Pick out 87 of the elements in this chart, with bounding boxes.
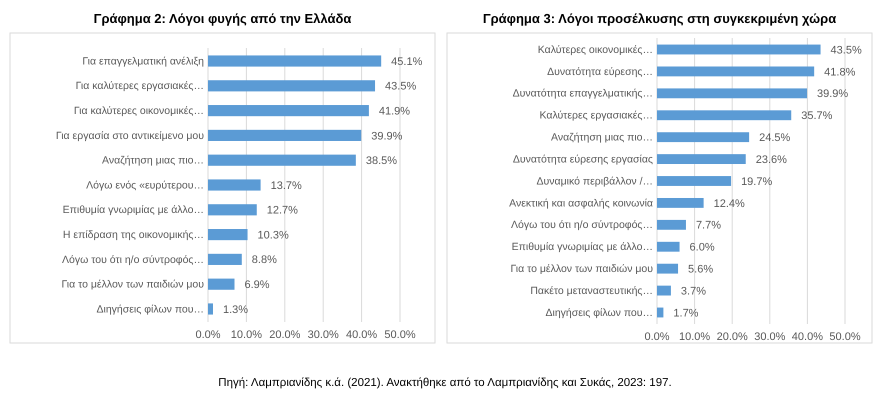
x-tick-label: 40.0% — [346, 328, 378, 341]
data-label: 43.5% — [385, 80, 416, 93]
x-tick-label: 50.0% — [829, 330, 861, 343]
y-tick-label: Επιθυμία γνωριμίας με άλλο… — [62, 204, 204, 216]
bar — [208, 278, 234, 290]
bar — [208, 229, 248, 240]
y-tick-label: Αναζήτηση μιας πιο… — [102, 154, 204, 167]
data-label: 1.7% — [673, 307, 699, 320]
bar — [208, 130, 362, 141]
y-tick-label: Λόγω του ότι η/ο σύντροφός… — [62, 254, 204, 266]
y-tick-label: Για επαγγελματική ανέλιξη — [82, 55, 204, 68]
y-tick-label: Δυνατότητα εύρεσης… — [547, 66, 653, 78]
bar — [657, 286, 671, 296]
data-label: 8.8% — [252, 254, 278, 266]
data-label: 10.3% — [258, 229, 289, 242]
y-tick-label: Διηγήσεις φίλων που… — [96, 303, 204, 316]
y-tick-label: Διηγήσεις φίλων που… — [545, 306, 653, 319]
text: Πηγή: Λαμπριανίδης κ.ά. (2021). Ανακτήθηκε από το Λαμπριανίδης και Συκάς, 2023: 197. — [218, 377, 672, 389]
bar — [657, 154, 746, 164]
y-tick-label: Πακέτο μεταναστευτικής… — [530, 284, 653, 297]
y-tick-label: Για εργασία στο αντικείμενο μου — [56, 130, 204, 142]
data-label: 41.8% — [824, 66, 856, 78]
data-label: 45.1% — [391, 56, 423, 68]
y-tick-label: Δυνατότητα επαγγελματικής… — [512, 88, 653, 100]
bar — [208, 80, 376, 92]
x-tick-label: 0.0% — [195, 328, 221, 341]
x-tick-label: 20.0% — [716, 330, 748, 343]
bar — [657, 132, 750, 142]
bar — [208, 204, 257, 216]
x-tick-label: 30.0% — [754, 330, 786, 343]
data-label: 12.4% — [714, 198, 746, 210]
chart-title: Γράφημα 2: Λόγοι φυγής από την Ελλάδα — [94, 11, 352, 26]
y-tick-label: Ανεκτική και ασφαλής κοινωνία — [509, 197, 653, 210]
data-label: 24.5% — [759, 132, 791, 144]
x-tick-label: 50.0% — [384, 328, 416, 341]
data-label: 13.7% — [270, 180, 302, 192]
bar — [208, 154, 356, 166]
bar — [657, 198, 704, 208]
data-label: 12.7% — [266, 204, 298, 217]
bar — [657, 110, 792, 120]
y-tick-label: Για καλύτερες εργασιακές… — [76, 80, 204, 92]
x-tick-label: 20.0% — [269, 328, 301, 341]
data-label: 1.3% — [222, 304, 248, 316]
x-tick-label: 10.0% — [230, 328, 262, 341]
data-label: 19.7% — [741, 176, 772, 188]
x-tick-label: 30.0% — [308, 328, 340, 341]
bar — [657, 66, 814, 76]
data-label: 41.9% — [378, 105, 410, 118]
bar — [208, 179, 261, 191]
data-label: 23.6% — [756, 154, 788, 166]
x-tick-label: 10.0% — [679, 330, 710, 343]
data-label: 3.7% — [680, 285, 706, 298]
x-tick-label: 40.0% — [792, 330, 824, 343]
bar — [657, 264, 678, 274]
y-tick-label: Δυναμικό περιβάλλον /… — [536, 175, 653, 188]
data-label: 5.6% — [688, 264, 714, 276]
y-tick-label: Για καλύτερες οικονομικές… — [74, 104, 204, 117]
bar — [208, 303, 213, 315]
bar — [657, 176, 732, 186]
y-tick-label: Καλύτερες οικονομικές… — [538, 44, 653, 56]
y-tick-label: Λόγω του ότι η/ο σύντροφός… — [511, 219, 653, 232]
bar — [657, 88, 808, 98]
data-label: 6.9% — [244, 279, 270, 292]
data-label: 7.7% — [696, 220, 722, 232]
y-tick-label: Λόγω ενός «ευρύτερου… — [86, 179, 204, 192]
y-tick-label: Για το μέλλον των παιδιών μου — [61, 278, 204, 291]
data-label: 39.9% — [817, 88, 848, 100]
x-tick-label: 0.0% — [644, 330, 670, 343]
data-label: 38.5% — [366, 155, 398, 168]
y-tick-label: Η επίδραση της οικονομικής… — [62, 228, 204, 241]
bar — [657, 44, 821, 54]
bar — [208, 254, 242, 265]
y-tick-label: Επιθυμία γνωριμίας με άλλο… — [512, 241, 653, 254]
bar — [657, 308, 664, 318]
bar — [208, 55, 382, 67]
y-tick-label: Αναζήτηση μιας πιο… — [551, 132, 653, 144]
y-tick-label: Για το μέλλον των παιδιών μου — [510, 263, 654, 276]
data-label: 35.7% — [801, 110, 833, 122]
bar — [657, 220, 686, 230]
bar — [657, 242, 680, 252]
y-tick-label: Καλύτερες εργασιακές… — [540, 110, 653, 122]
bar — [208, 105, 369, 116]
data-label: 43.5% — [830, 44, 862, 56]
data-label: 6.0% — [690, 242, 715, 254]
y-tick-label: Δυνατότητα εύρεσης εργασίας — [512, 153, 653, 166]
data-label: 39.9% — [371, 130, 403, 142]
chart-title: Γράφημα 3: Λόγοι προσέλκυσης στη συγκεκριμένη χώρα — [482, 11, 836, 26]
